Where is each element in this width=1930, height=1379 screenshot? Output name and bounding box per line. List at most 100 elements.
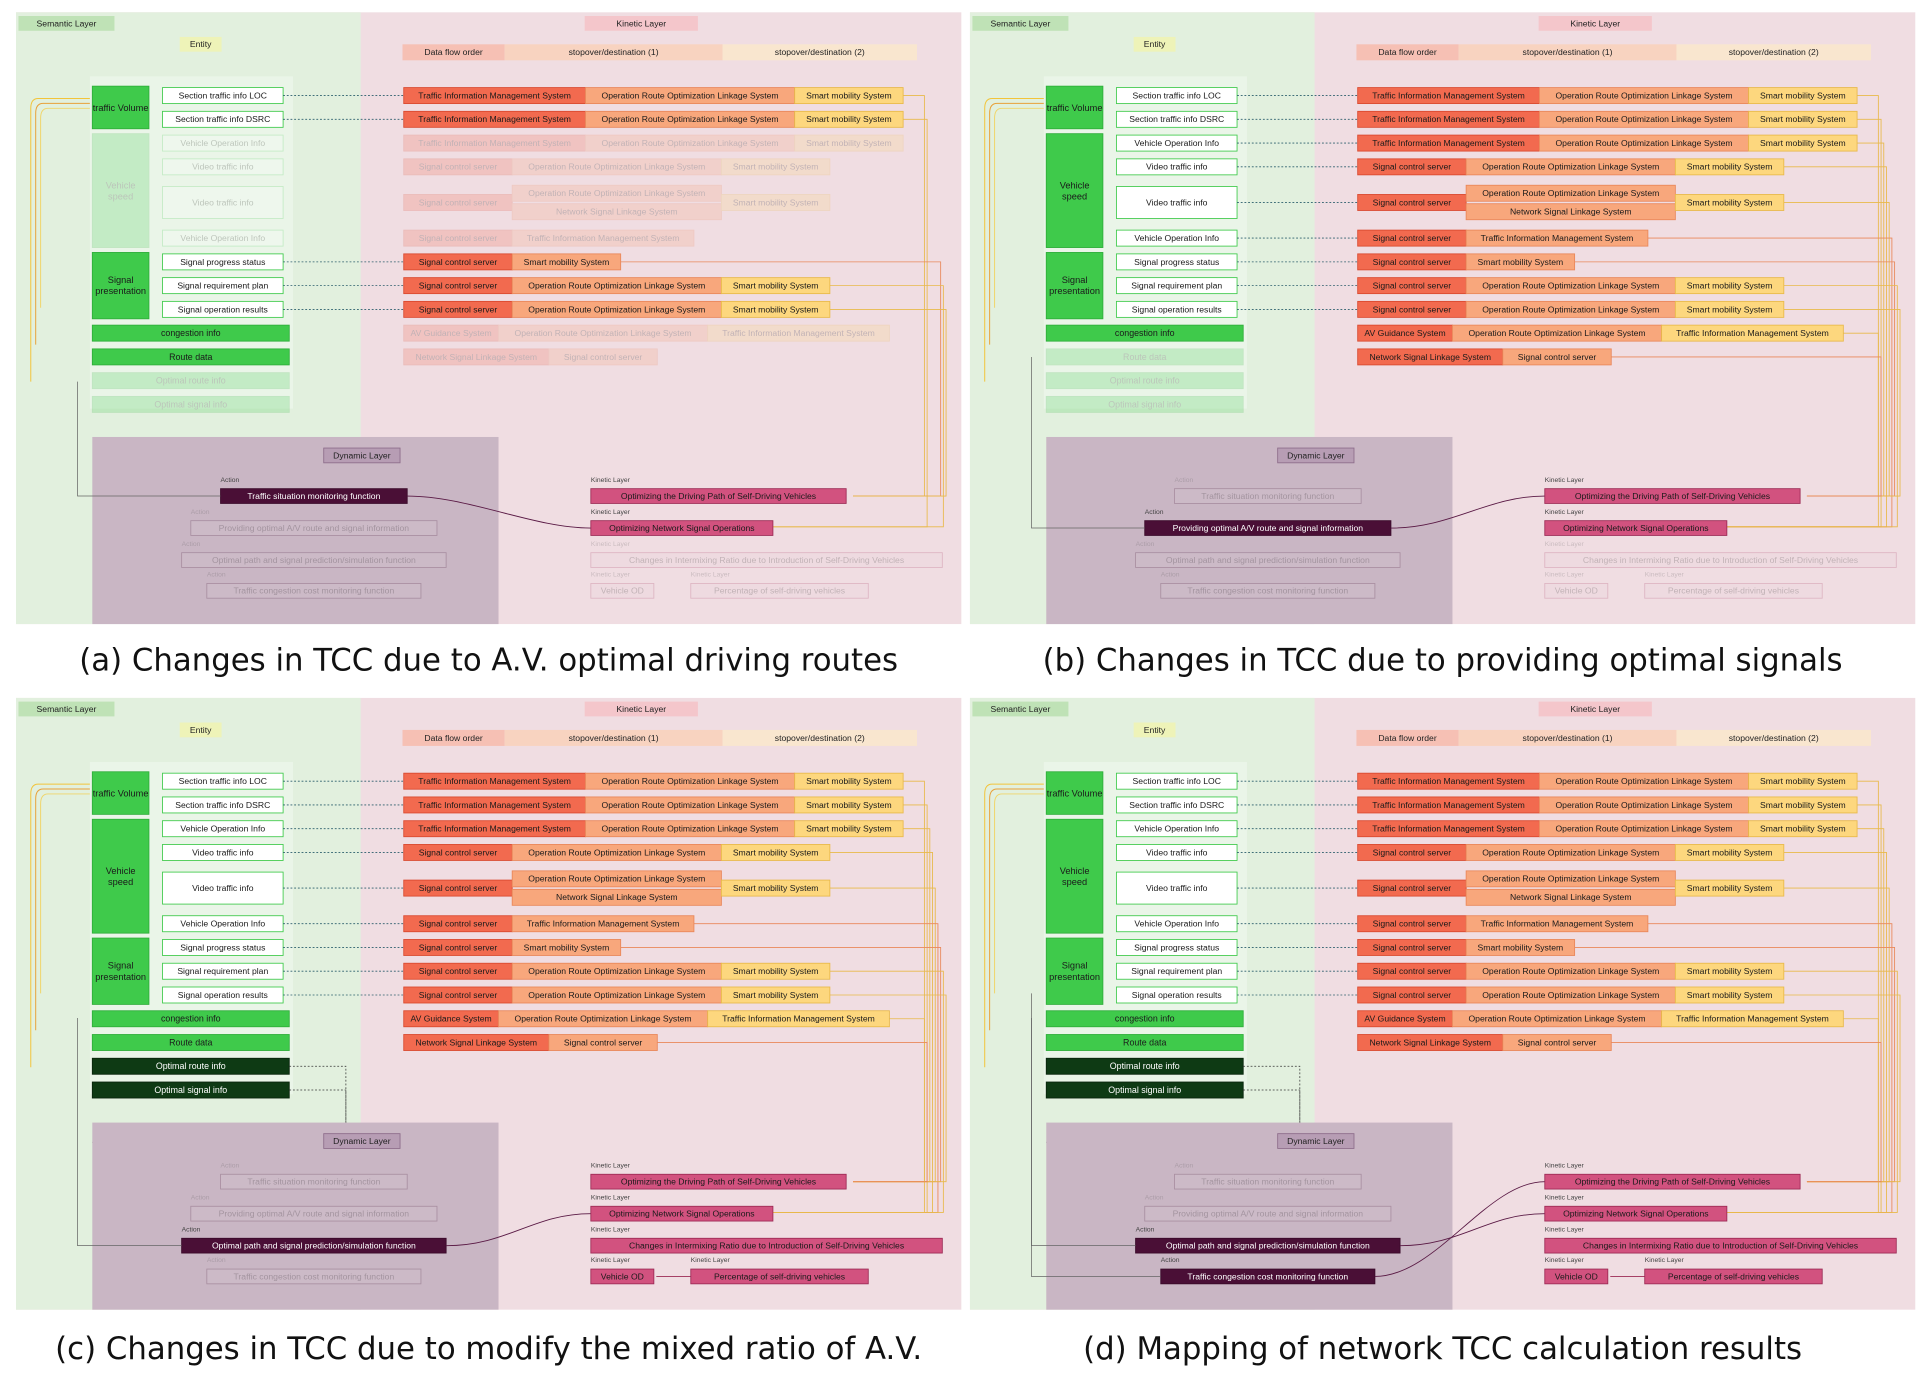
system: Traffic Information Management System (1372, 824, 1525, 834)
action-tag: Action (1161, 1257, 1180, 1264)
group-label-box (1045, 818, 1104, 934)
header-cell-box (504, 44, 723, 61)
system: Traffic Information Management System (1372, 90, 1525, 100)
dynamic-layer-tag-box (323, 447, 401, 464)
entity-tag-box (1133, 36, 1176, 52)
item-row: congestion info (1045, 1010, 1244, 1028)
item-label: Optimal route info (1110, 1061, 1180, 1071)
kinetic-label: Optimizing Network Signal Operations (1563, 1209, 1708, 1219)
message: Section traffic info DSRC (1129, 114, 1224, 124)
kinetic-tag: Kinetic Layer (691, 572, 731, 579)
flow-row: Signal control server Operation Route Opt… (403, 277, 944, 528)
system: Operation Route Optimization Linkage Sys… (1482, 966, 1659, 976)
system: Operation Route Optimization Linkage Sys… (515, 1014, 692, 1024)
group-label-frame: Signal presentation (1049, 960, 1100, 982)
message-row: Vehicle Operation Info (1115, 229, 1358, 247)
action-label: Traffic congestion cost monitoring funct… (1187, 1271, 1348, 1281)
feed-line (40, 793, 90, 994)
group-label: Vehicle speed (1059, 179, 1090, 202)
action-label: Optimal path and signal prediction/simul… (212, 1241, 416, 1251)
action-label-box (1174, 1173, 1362, 1190)
dynamic-region (92, 436, 499, 625)
flow-row: Traffic Information Management System Ope… (403, 134, 904, 152)
caption: (b) Changes in TCC due to providing opti… (1043, 643, 1843, 679)
item-label-box (91, 324, 290, 342)
header-cell: Data flow order (424, 733, 483, 743)
item-label: Route data (1123, 352, 1166, 362)
kinetic-function: Kinetic Layer Percentage of self-driving … (656, 1257, 869, 1285)
kinetic-layer-tag: Kinetic Layer (616, 18, 666, 28)
item-label: Optimal signal info (1108, 399, 1181, 409)
system: Operation Route Optimization Linkage Sys… (602, 114, 779, 124)
system: Signal control server (1373, 942, 1452, 952)
message: Vehicle Operation Info (180, 138, 265, 148)
caption: (d) Mapping of network TCC calculation r… (1083, 1331, 1802, 1367)
system: Signal control server (419, 281, 498, 291)
message-row: Section traffic info LOC (162, 772, 404, 790)
system: Traffic Information Management System (418, 138, 571, 148)
header-cell: Data flow order (1378, 733, 1437, 743)
header-cell: stopover/destination (2) (775, 733, 865, 743)
system: Operation Route Optimization Linkage Sys… (528, 874, 705, 884)
feed-line (35, 102, 90, 345)
action-tag: Action (207, 572, 226, 579)
item-label: Optimal signal info (1108, 1085, 1181, 1095)
system: Operation Route Optimization Linkage Sys… (528, 304, 705, 314)
action-label-box (1135, 552, 1401, 568)
group-label: Vehicle speed (1059, 865, 1090, 888)
header-cell: stopover/destination (1) (569, 733, 659, 743)
system: Traffic Information Management System (1372, 114, 1525, 124)
item-label-box (91, 1010, 290, 1028)
system: Smart mobility System (1687, 162, 1773, 172)
system: Traffic Information Management System (1372, 138, 1525, 148)
entity-tag-box (179, 36, 222, 52)
flow-row: AV Guidance System Operation Route Optimi… (1357, 324, 1879, 528)
kinetic-tag: Kinetic Layer (1545, 1257, 1585, 1264)
kinetic-label: Optimizing Network Signal Operations (609, 523, 754, 533)
system: Smart mobility System (1478, 942, 1564, 952)
dynamic-layer-tag-box (1277, 1133, 1355, 1149)
message: Section traffic info DSRC (175, 114, 270, 124)
entity-tag-box (179, 722, 222, 738)
message: Section traffic info LOC (179, 90, 267, 100)
feed-line (30, 783, 90, 1068)
system: Smart mobility System (1687, 281, 1773, 291)
kinetic-label: Optimizing the Driving Path of Self-Driv… (621, 1177, 816, 1187)
system: Smart mobility System (1687, 197, 1773, 207)
message: Signal requirement plan (1131, 966, 1222, 976)
system-box (403, 194, 513, 211)
action-label-box (190, 520, 438, 536)
system: Signal control server (419, 257, 498, 267)
kinetic-tag: Kinetic Layer (1545, 541, 1585, 548)
system-box (1465, 870, 1676, 888)
kinetic-function: Kinetic Layer Percentage of self-driving … (1644, 572, 1823, 599)
item-label: congestion info (161, 328, 221, 338)
system: Smart mobility System (733, 304, 819, 314)
group-row: Vehicle speed (91, 818, 150, 934)
system: AV Guidance System (1364, 1014, 1445, 1024)
kinetic-function: Kinetic Layer Optimizing the Driving Path… (590, 1162, 847, 1190)
kinetic-label-box (1644, 583, 1823, 599)
kinetic-label-box (590, 552, 943, 568)
flow-row: Signal control server Smart mobility Syst… (403, 253, 942, 497)
system: Smart mobility System (1760, 824, 1846, 834)
item-row: congestion info (1045, 324, 1244, 342)
item-link (92, 1089, 347, 1143)
system-box (720, 158, 831, 176)
item-label: Optimal route info (1110, 376, 1180, 386)
panel: Semantic Layer Entity Kinetic Layer Data fl… (969, 697, 1916, 1310)
item-label-box (1045, 372, 1244, 390)
action-tag: Action (1161, 572, 1180, 579)
action-tag: Action (191, 509, 210, 516)
action-tag: Action (1136, 541, 1155, 548)
kinetic-function: Kinetic Layer Optimizing Network Signal O… (590, 1194, 774, 1222)
flow-row: AV Guidance System Operation Route Optimi… (403, 1010, 925, 1213)
system: Traffic Information Management System (418, 776, 571, 786)
message-row: Signal operation results (162, 986, 404, 1004)
system: Signal control server (1373, 966, 1452, 976)
feed-line (35, 788, 90, 1031)
message: Section traffic info DSRC (1129, 800, 1224, 810)
flow-row: Signal control server Operation Route Opt… (1357, 158, 1887, 528)
semantic-layer-tag: Semantic Layer (991, 18, 1051, 28)
group-label-frame: Signal presentation (95, 275, 146, 297)
